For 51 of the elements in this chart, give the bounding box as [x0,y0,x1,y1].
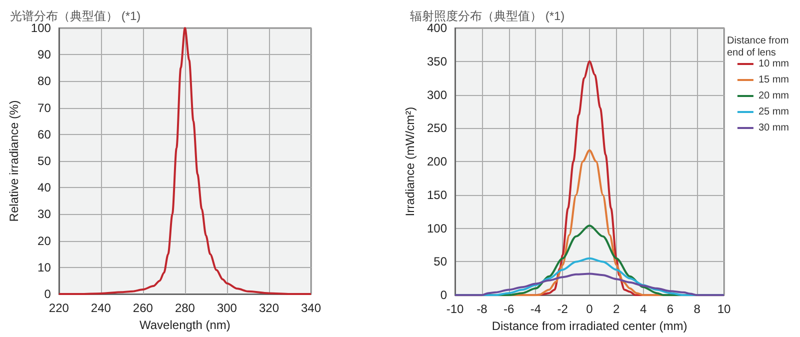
y-tick-label: 40 [38,180,52,195]
y-tick-label: 50 [434,254,448,269]
y-tick-label: 100 [426,221,448,236]
x-tick-label: 6 [666,302,674,316]
y-tick-label: 150 [426,188,448,202]
x-tick-label: 340 [300,301,322,315]
x-tick-label: 320 [258,301,280,315]
y-tick-label: 50 [38,154,52,168]
y-tick-label: 250 [426,121,448,136]
y-tick-label: 10 [38,260,52,274]
y-tick-label: 0 [440,288,448,302]
y-tick-label: 80 [38,74,52,88]
y-tick-label: 0 [44,287,52,301]
y-axis-title: Irradiance (mW/cm²) [403,106,418,216]
x-tick-label: 260 [132,301,154,315]
y-tick-label: 90 [38,48,52,62]
x-tick-label: 220 [48,301,70,315]
x-tick-label: 4 [640,302,647,316]
y-tick-label: 60 [38,127,52,142]
y-tick-label: 300 [426,88,448,102]
y-tick-label: 100 [30,21,52,35]
x-tick-label: 8 [694,302,701,316]
x-tick-label: -8 [476,302,488,316]
x-tick-label: 10 [717,302,731,316]
x-tick-label: 280 [174,301,196,315]
y-tick-label: 400 [426,21,448,35]
legend-label: 30 mm [758,122,789,134]
y-axis-title: Relative irradiance (%) [7,100,21,222]
x-tick-label: -10 [446,302,464,316]
y-tick-label: 20 [38,234,52,248]
y-tick-label: 30 [38,207,52,222]
x-axis-title: Wavelength (nm) [140,318,230,332]
legend-label: 20 mm [758,90,789,102]
x-tick-label: -2 [557,302,568,316]
x-tick-label: 2 [613,302,620,316]
x-tick-label: 300 [216,301,238,315]
line-series [58,27,312,295]
x-tick-label: -4 [530,302,542,316]
x-tick-label: -6 [503,302,514,316]
chart-title: 辐射照度分布（典型值） (*1) [410,9,565,23]
x-axis-title: Distance from irradiated center (mm) [492,319,688,333]
y-tick-label: 200 [426,154,448,169]
legend-label: 25 mm [758,106,789,118]
y-tick-label: 70 [38,100,52,115]
y-tick-label: 350 [426,54,448,68]
legend-title: Distance from end of lens [727,36,792,58]
chart-title: 光谱分布（典型值） (*1) [10,9,141,23]
legend-label: 15 mm [758,74,789,86]
x-tick-label: 0 [586,302,594,316]
x-tick-label: 240 [90,301,112,315]
legend-label: 10 mm [758,58,789,70]
